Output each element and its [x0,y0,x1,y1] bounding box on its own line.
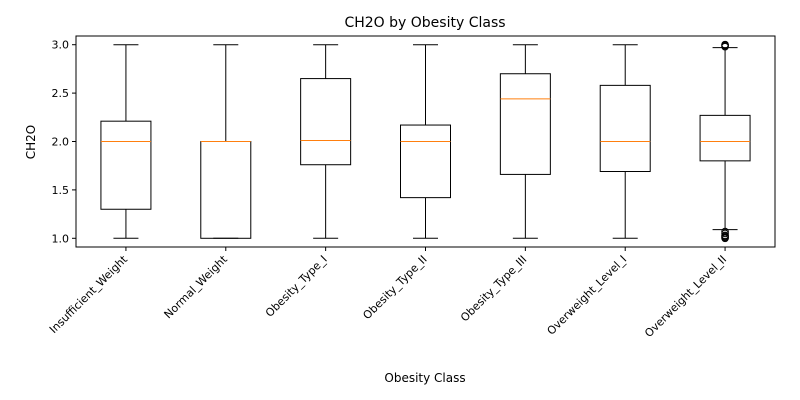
box-iqr [499,73,551,175]
outlier-point [721,229,729,238]
x-tick-label: Obesity_Type_I [263,253,330,320]
box-iqr [300,78,352,166]
outlier-point [721,227,729,236]
plot-frame [75,35,776,248]
x-tick-label: Obesity_Type_II [360,253,429,322]
y-tick-label: 1.0 [52,232,70,245]
box-iqr [100,120,152,210]
x-tick-label: Obesity_Type_III [458,253,529,324]
y-axis-label: CH2O [24,125,38,159]
box-iqr [599,84,651,173]
x-tick-label: Insufficient_Weight [47,252,131,336]
box-iqr [200,141,252,239]
x-tick-label: Overweight_Level_II [642,253,729,340]
outlier-point [721,231,729,240]
y-tick-label: 2.5 [52,87,70,100]
box-iqr [400,124,451,199]
y-tick-label: 3.0 [52,39,70,52]
y-tick-label: 1.5 [52,184,70,197]
chart-title: CH2O by Obesity Class [344,15,505,31]
x-tick-label: Normal_Weight [162,252,231,321]
plot-area: 1.0 1.5 2.0 2.5 3.0 Insufficient_Weight Normal… [47,39,751,340]
box-iqr [699,114,751,162]
outlier-point [721,40,729,49]
x-axis-label: Obesity Class [384,371,465,385]
x-tick-label: Overweight_Level_I [545,253,630,338]
y-tick-label: 2.0 [52,136,70,149]
